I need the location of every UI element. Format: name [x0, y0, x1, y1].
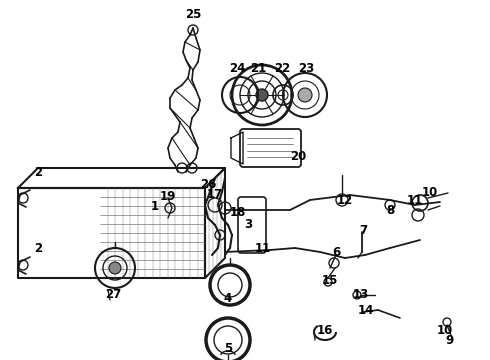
Text: 1: 1	[151, 201, 159, 213]
Text: 6: 6	[332, 247, 340, 260]
Text: 25: 25	[185, 9, 201, 22]
Text: 13: 13	[353, 288, 369, 302]
Text: 17: 17	[207, 188, 223, 201]
Text: 23: 23	[298, 62, 314, 75]
Text: 11: 11	[255, 242, 271, 255]
FancyBboxPatch shape	[238, 197, 266, 253]
Text: 3: 3	[244, 219, 252, 231]
Text: 10: 10	[422, 186, 438, 199]
Text: 16: 16	[317, 324, 333, 337]
Text: 2: 2	[34, 242, 42, 255]
Text: 20: 20	[290, 150, 306, 163]
Text: 9: 9	[445, 334, 453, 347]
Text: 15: 15	[322, 274, 338, 287]
Circle shape	[298, 88, 312, 102]
Circle shape	[256, 89, 268, 101]
Text: 10: 10	[437, 324, 453, 337]
Text: 22: 22	[274, 62, 290, 75]
Text: 14: 14	[358, 303, 374, 316]
Text: 12: 12	[337, 194, 353, 207]
Text: 5: 5	[224, 342, 232, 356]
Text: 18: 18	[230, 207, 246, 220]
Text: 21: 21	[250, 62, 266, 75]
Text: 11: 11	[407, 194, 423, 207]
Circle shape	[109, 262, 121, 274]
Text: 27: 27	[105, 288, 121, 302]
Text: 26: 26	[200, 179, 216, 192]
Text: 24: 24	[229, 62, 245, 75]
FancyBboxPatch shape	[240, 129, 301, 167]
Text: 8: 8	[386, 203, 394, 216]
Text: 7: 7	[359, 225, 367, 238]
Text: 19: 19	[160, 189, 176, 202]
Text: 4: 4	[224, 292, 232, 305]
Text: 2: 2	[34, 166, 42, 179]
